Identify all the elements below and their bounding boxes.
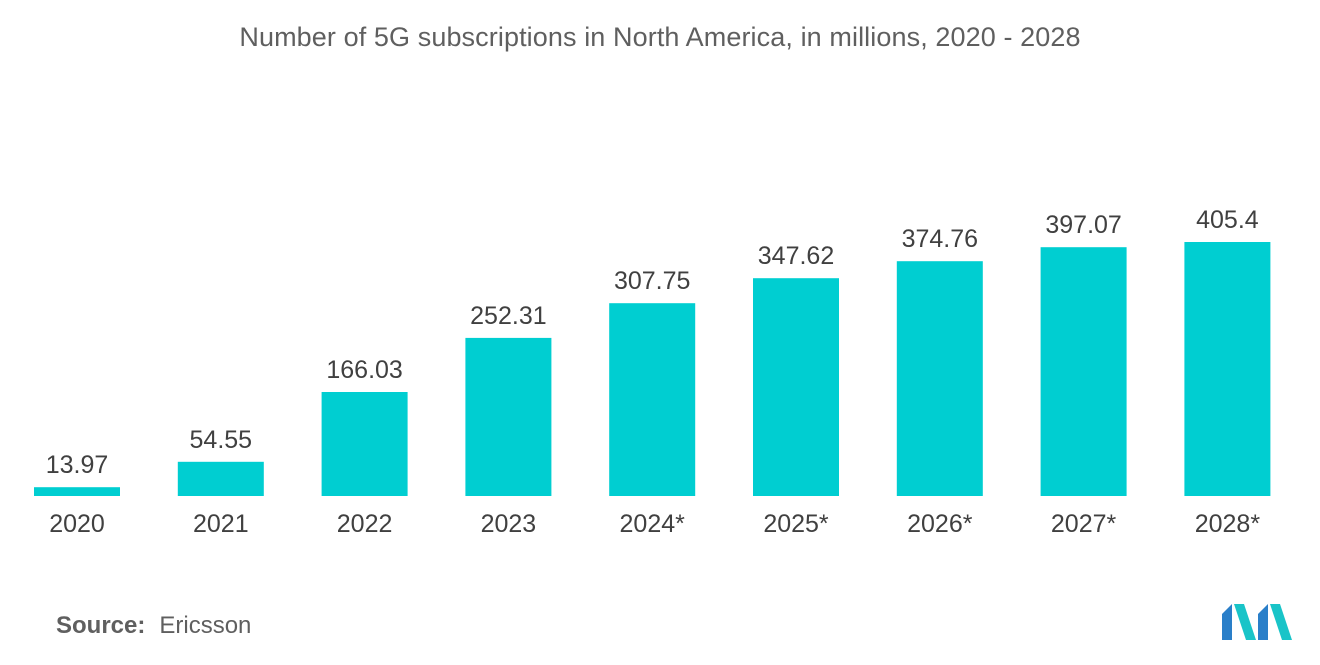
source-key: Source: — [56, 612, 146, 639]
value-label: 374.76 — [902, 225, 978, 253]
chart-title: Number of 5G subscriptions in North Amer… — [239, 22, 1081, 52]
x-tick-label: 2023 — [481, 510, 537, 538]
value-label: 347.62 — [758, 242, 834, 270]
value-label: 252.31 — [470, 302, 546, 330]
value-label: 397.07 — [1045, 211, 1121, 239]
x-tick-label: 2021 — [193, 510, 249, 538]
x-tick-label: 2020 — [49, 510, 105, 538]
x-tick-label: 2028* — [1195, 510, 1261, 538]
bar-2023 — [465, 337, 552, 496]
company-logo-icon — [1222, 604, 1292, 640]
bar-2028-forecast — [1184, 242, 1271, 496]
x-tick-label: 2025* — [763, 510, 829, 538]
bar-2024-forecast — [609, 303, 696, 496]
logo-shape-mid-a — [1234, 604, 1256, 640]
bar-2026-forecast — [896, 261, 983, 496]
logo-shape-mid-b — [1258, 604, 1268, 640]
bar-2020 — [34, 487, 120, 496]
bar-group — [34, 242, 1271, 496]
x-tick-label: 2022 — [337, 510, 393, 538]
bar-2027-forecast — [1040, 247, 1127, 496]
value-label: 166.03 — [326, 356, 402, 384]
source-note: Source: Ericsson — [56, 612, 251, 640]
value-label: 13.97 — [46, 451, 109, 479]
source-value: Ericsson — [159, 612, 252, 639]
value-label: 54.55 — [190, 426, 253, 454]
x-tick-label-group: 2020 2021 2022 2023 2024* 2025* 2026* 2027* 2028… — [49, 510, 1260, 538]
logo-shape-left — [1222, 604, 1232, 640]
value-label-group: 13.97 54.55 166.03 252.31 307.75 347.62 374.76… — [46, 206, 1259, 479]
x-tick-label: 2027* — [1051, 510, 1117, 538]
bar-2022 — [321, 392, 408, 496]
bar-2021 — [177, 461, 264, 496]
x-tick-label: 2026* — [907, 510, 973, 538]
value-label: 307.75 — [614, 267, 690, 295]
logo-shape-right — [1270, 604, 1292, 640]
bar-2025-forecast — [753, 278, 839, 496]
value-label: 405.4 — [1196, 206, 1259, 234]
x-tick-label: 2024* — [620, 510, 686, 538]
